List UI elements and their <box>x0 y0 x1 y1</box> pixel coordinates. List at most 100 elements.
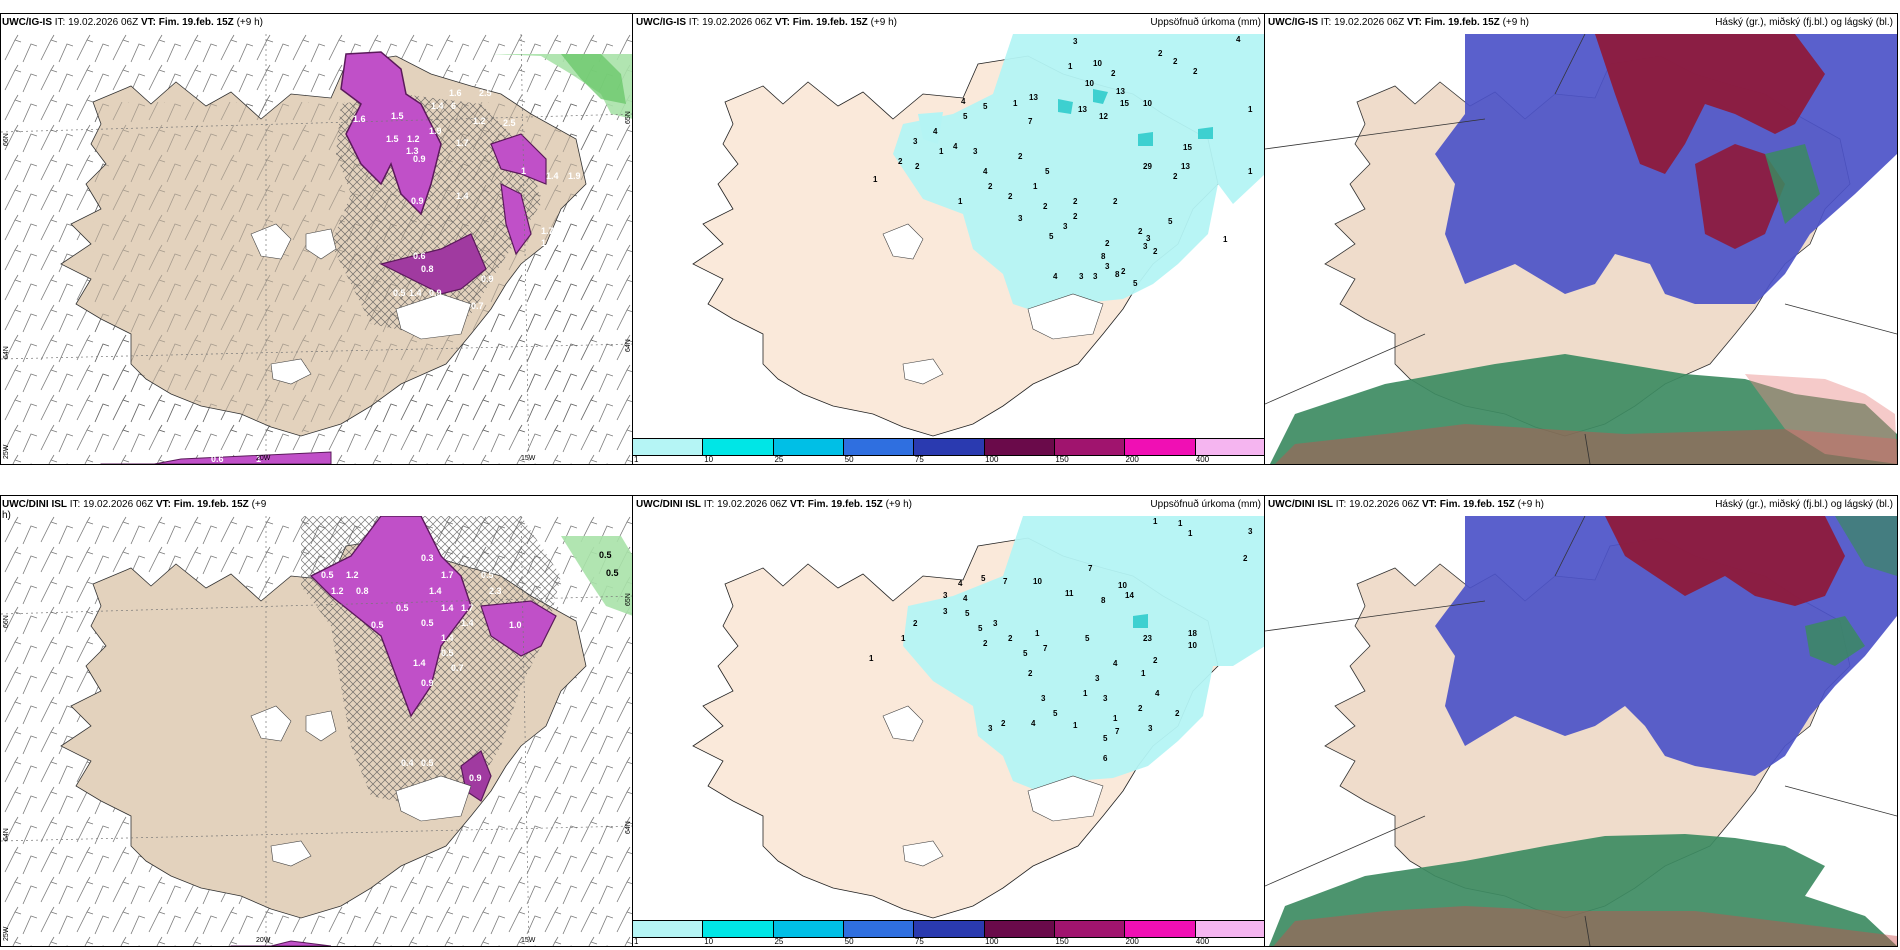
panel-title: UWC/IG-IS IT: 19.02.2026 06Z VT: Fim. 19… <box>1268 17 1529 28</box>
colorbar-swatch <box>1195 921 1265 937</box>
high-cloud-green <box>1265 354 1897 464</box>
value-label: 2 <box>1018 152 1023 161</box>
value-label: 12 <box>1099 112 1108 121</box>
value-label: 1.5 <box>391 111 404 121</box>
value-label: 3 <box>1093 272 1098 281</box>
value-label: 4 <box>933 127 938 136</box>
value-label: 3 <box>1103 694 1108 703</box>
panel-precip-top: UWC/IG-IS IT: 19.02.2026 06Z VT: Fim. 19… <box>632 13 1266 465</box>
value-label: 2 <box>1173 57 1178 66</box>
value-label: 2 <box>1121 267 1126 276</box>
precip-value-labels: 3 2 2 4 2 1 10 2 10 13 15 10 12 13 1 13 … <box>873 35 1253 288</box>
value-label: 15 <box>1120 99 1129 108</box>
value-label: 2 <box>1158 49 1163 58</box>
value-label: 5 <box>1023 649 1028 658</box>
snow-magenta <box>309 516 472 718</box>
value-label: 5 <box>981 574 986 583</box>
value-label: 2.3 <box>489 586 502 596</box>
colorbar-tick: 200 <box>1125 937 1139 946</box>
map-area[interactable] <box>1265 34 1897 464</box>
colorbar-tick: 200 <box>1125 455 1139 464</box>
value-label: 14 <box>1125 591 1134 600</box>
colorbar-tick: 100 <box>985 937 999 946</box>
value-label: 8 <box>1101 596 1106 605</box>
value-label: 1.7 <box>441 570 454 580</box>
value-label: 1 <box>1248 105 1253 114</box>
value-label: 1 <box>873 175 878 184</box>
value-label: 2 <box>1138 704 1143 713</box>
value-label: 2.5 <box>503 118 516 128</box>
value-label: 2 <box>1001 719 1006 728</box>
value-label: 0.3 <box>421 553 434 563</box>
value-label: 1 <box>1033 182 1038 191</box>
colorbar-swatch <box>984 921 1055 937</box>
value-label: 1 <box>1073 721 1078 730</box>
value-label: 0.5 <box>421 758 434 768</box>
colorbar-tick: 75 <box>914 455 924 464</box>
lat-label-right: 64N <box>625 821 632 834</box>
value-label: 5 <box>963 112 968 121</box>
value-label: 1.4 <box>413 658 426 668</box>
value-label: 3 <box>988 724 993 733</box>
value-label: 10 <box>1085 79 1094 88</box>
lat-label-left: 66N <box>3 615 10 628</box>
value-label: 5 <box>1133 279 1138 288</box>
value-label: 6 <box>451 101 456 111</box>
value-label: 0.5 <box>321 570 334 580</box>
lon-label: 25W <box>3 926 10 941</box>
map-area[interactable] <box>1265 516 1897 946</box>
value-label: 29 <box>1143 162 1152 171</box>
panel-title: UWC/DINI ISL IT: 19.02.2026 06Z VT: Fim.… <box>2 499 267 521</box>
colorbar-swatch <box>633 439 704 455</box>
value-label: 5 <box>983 102 988 111</box>
value-label: 1 <box>1083 689 1088 698</box>
value-label: 3 <box>1248 527 1253 536</box>
colorbar-swatch <box>1054 921 1126 937</box>
colorbar-tick: 75 <box>914 937 924 946</box>
value-label: 5 <box>1168 217 1173 226</box>
value-label: 1.2 <box>407 134 420 144</box>
value-label: 3 <box>1073 37 1078 46</box>
map-area[interactable]: 3 2 2 4 2 1 10 2 10 13 15 10 12 13 1 13 … <box>633 34 1265 438</box>
colorbar-swatch <box>703 439 774 455</box>
value-label: 7 <box>1088 564 1093 573</box>
value-label: 5 <box>1103 734 1108 743</box>
colorbar-tick: 1 <box>634 937 639 946</box>
value-label: 1.0 <box>509 620 522 630</box>
value-label: 2 <box>988 182 993 191</box>
colorbar-tick: 50 <box>844 455 854 464</box>
colorbar-swatch <box>914 921 985 937</box>
value-label: 5 <box>1045 167 1050 176</box>
value-label: 0.5 <box>481 570 494 580</box>
colorbar-swatch <box>843 921 915 937</box>
map-area[interactable]: 0.5 0.5 0.3 0.5 1.2 1.7 0.5 1.2 0.8 1.4 … <box>1 516 633 946</box>
value-label: 0.8 <box>421 264 434 274</box>
value-label: 2 <box>1073 197 1078 206</box>
value-label: 1.2 <box>473 116 486 126</box>
value-label: 1.9 <box>568 171 581 181</box>
value-label: 4 <box>963 594 968 603</box>
lat-label-right: 64N <box>625 339 632 352</box>
lon-label: 15W <box>521 455 536 462</box>
value-label: 0.5 <box>599 550 612 560</box>
colorbar-tick: 150 <box>1055 455 1069 464</box>
value-label: 3 <box>1079 272 1084 281</box>
lat-label-left: 64N <box>3 828 10 841</box>
value-label: 1 <box>1141 669 1146 678</box>
lat-label-right: 65N <box>625 111 632 124</box>
value-label: 1.2 <box>346 570 359 580</box>
value-label: 4 <box>983 167 988 176</box>
value-label: 10 <box>1143 99 1152 108</box>
value-label: 1 <box>1068 62 1073 71</box>
value-label: 5 <box>1085 634 1090 643</box>
panel-clouds-bottom: UWC/DINI ISL IT: 19.02.2026 06Z VT: Fim.… <box>1264 495 1898 947</box>
value-label: 4 <box>1031 719 1036 728</box>
value-label: 4 <box>961 97 966 106</box>
map-area[interactable]: 2.1 1.1 1.6 2.5 1.4 6 1.5 1.6 1.2 1.9 2.… <box>1 34 633 464</box>
value-label: 23 <box>1143 634 1152 643</box>
value-label: 1.4 <box>431 101 444 111</box>
value-label: 2 <box>1113 197 1118 206</box>
value-label: 3 <box>1063 222 1068 231</box>
value-label: 0.6 <box>413 251 426 261</box>
map-area[interactable]: 1 1 1 3 2 4 5 7 10 3 4 7 11 8 10 14 3 5 … <box>633 516 1265 920</box>
